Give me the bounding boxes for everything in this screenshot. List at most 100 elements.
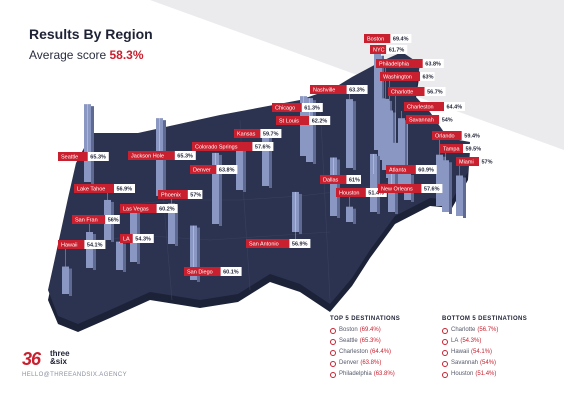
city-label-la: LA 54.3% <box>120 234 154 243</box>
city-label-las-vegas: Las Vegas 60.2% <box>120 204 178 213</box>
city-name-box <box>336 188 366 197</box>
destination-name: Houston <box>451 371 474 377</box>
city-name-box <box>440 144 463 153</box>
city-label-nyc: NYC 61.7% <box>370 45 408 54</box>
city-value-box <box>309 116 331 125</box>
city-value-box <box>346 85 368 94</box>
city-value-box <box>187 190 203 199</box>
city-name: Orlando <box>435 134 455 140</box>
list-item: Charleston (64.4%) <box>330 347 395 358</box>
city-name-box <box>234 129 261 138</box>
city-value-box <box>84 240 106 249</box>
list-item: Philadelphia (63.8%) <box>330 369 395 380</box>
city-name-box <box>184 267 221 276</box>
city-name: Charlotte <box>391 90 413 96</box>
bar-side-hawaii <box>69 268 72 296</box>
bar-side-phoenix <box>175 205 178 246</box>
city-name-box <box>376 59 423 68</box>
city-value-box <box>479 157 494 166</box>
bar-side-nashville <box>353 101 356 170</box>
city-name: Las Vegas <box>123 207 149 213</box>
bar-side-denver <box>219 154 222 226</box>
list-item: Savannah (54%) <box>442 358 498 369</box>
bar-miami <box>456 175 463 216</box>
city-label-lake-tahoe: Lake Tahoe 56.9% <box>74 184 135 193</box>
city-label-savannah: Savannah 54% <box>406 115 454 124</box>
city-name: Phoenix <box>161 193 181 199</box>
city-value-box <box>105 215 120 224</box>
city-name-box <box>404 102 444 111</box>
city-value-box <box>174 151 196 160</box>
city-value-box <box>420 72 435 81</box>
city-name: San Antonio <box>249 242 279 248</box>
bar-denver <box>212 152 219 224</box>
list-item: Hawaii (54.1%) <box>442 347 498 358</box>
city-name: Kansas <box>237 132 256 138</box>
city-score: 59.4% <box>464 134 480 140</box>
bullet-dot-icon <box>442 349 448 356</box>
city-score: 60.2% <box>159 207 175 213</box>
city-label-orlando: Orlando 59.4% <box>432 131 483 140</box>
city-name-box <box>128 151 175 160</box>
city-label-washington: Washington 63% <box>380 72 435 81</box>
bar-phoenix <box>168 203 175 244</box>
city-score: 56.9% <box>292 242 308 248</box>
list-item: Boston (69.4%) <box>330 325 395 336</box>
city-label-nashville: Nashville 63.3% <box>310 85 368 94</box>
destination-score: (64.4%) <box>370 349 392 355</box>
bottom5-list: Charlotte (56.7%) LA (54.3%) Hawaii (54.1%) Sa… <box>442 325 498 380</box>
bar-kansas <box>262 133 269 186</box>
city-name-box <box>74 184 114 193</box>
average-score-line: Average score 58.3% <box>29 48 144 62</box>
bar-side-san-antonio <box>299 193 302 234</box>
city-value-box <box>260 129 282 138</box>
city-label-charlotte: Charlotte 56.7% <box>388 87 446 96</box>
bar-side-san-fran <box>93 234 96 270</box>
map-landmass <box>48 52 470 332</box>
bar-chicago <box>300 96 307 156</box>
city-label-seattle: Seattle 65.3% <box>58 152 109 161</box>
bar-charlotte <box>392 142 399 182</box>
bar-atlanta <box>370 153 377 212</box>
city-name-box <box>276 116 310 125</box>
city-score: 62.2% <box>312 119 328 125</box>
destination-score: (65.3%) <box>359 338 381 344</box>
city-label-miami: Miami 57% <box>456 157 494 166</box>
destination-name: Charleston <box>339 349 369 355</box>
destination-name: Charlotte <box>451 327 476 333</box>
city-name-box <box>386 165 416 174</box>
bar-colorado-springs <box>236 146 243 190</box>
destination-score: (54.3%) <box>460 338 482 344</box>
city-label-new-orleans: New Orleans 57.6% <box>378 184 443 193</box>
city-value-box <box>346 175 361 184</box>
city-name-box <box>310 85 347 94</box>
city-value-box <box>301 103 323 112</box>
city-label-hawaii: Hawaii 54.1% <box>58 240 106 249</box>
bullet-dot-icon <box>330 349 336 356</box>
city-value-box <box>220 267 242 276</box>
destination-score: (63.8%) <box>373 371 395 377</box>
city-score: 56.9% <box>117 187 133 193</box>
destination-name: LA <box>451 338 459 344</box>
city-name: Savannah <box>409 118 434 124</box>
city-label-tampa: Tampa 59.5% <box>440 144 484 153</box>
city-score: 63% <box>423 75 434 81</box>
destination-score: (51.4%) <box>475 371 497 377</box>
bar-tampa <box>442 160 449 212</box>
bar-washington <box>386 110 393 178</box>
bar-side-la <box>123 243 126 272</box>
city-label-jackson-hole: Jackson Hole 65.3% <box>128 151 196 160</box>
bar-dallas <box>330 157 337 216</box>
bullet-dot-icon <box>330 360 336 367</box>
destination-score: (56.7%) <box>477 327 499 333</box>
city-value-box <box>252 142 274 151</box>
city-value-box <box>461 131 483 140</box>
city-name: Seattle <box>61 155 78 161</box>
city-score: 57% <box>190 193 201 199</box>
bar-side-houston <box>353 208 356 224</box>
city-label-san-antonio: San Antonio 56.9% <box>246 239 311 248</box>
destination-score: (69.4%) <box>359 327 381 333</box>
city-name: San Fran <box>75 218 98 224</box>
city-labels: Boston 69.4% NYC 61.7% Philadelphia 63.8% Wash… <box>58 34 494 276</box>
city-value-box <box>156 204 178 213</box>
